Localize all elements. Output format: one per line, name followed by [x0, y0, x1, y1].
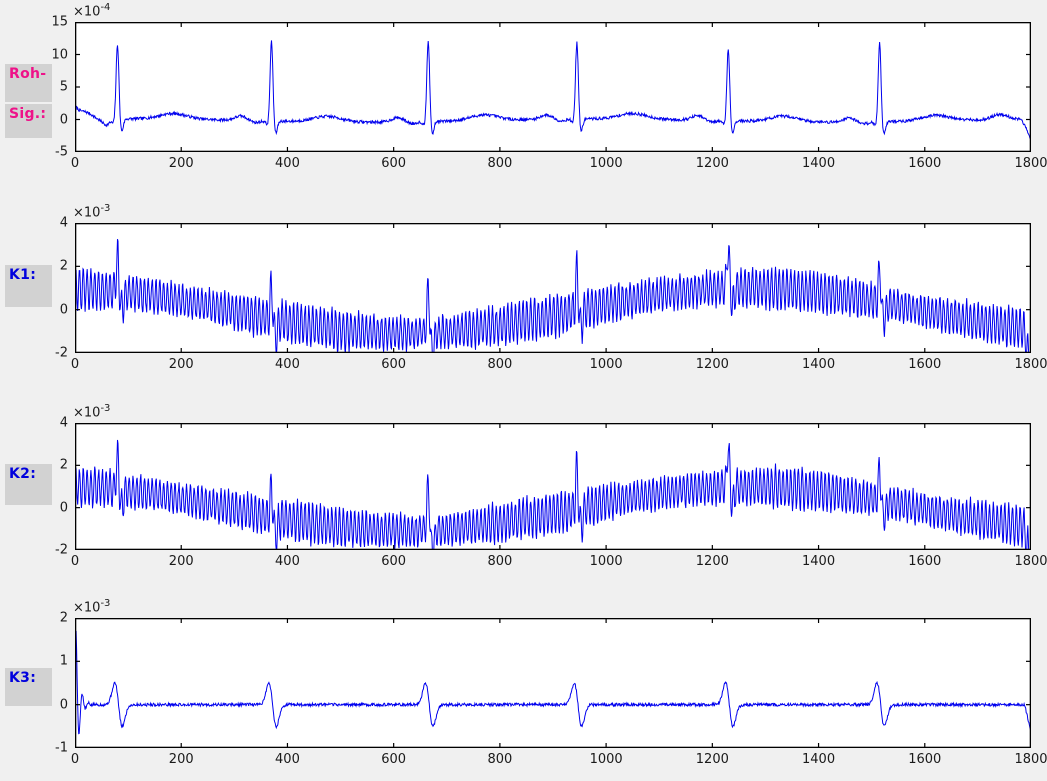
x-tick-label: 1000 — [589, 357, 623, 372]
y-tick-label: 0 — [59, 112, 68, 127]
x-tick-label: 0 — [70, 752, 80, 767]
plot-area-k1 — [75, 223, 1031, 353]
x-tick-label: 1600 — [908, 156, 942, 171]
label-k1: K1: — [5, 265, 52, 307]
x-tick-label: 1200 — [695, 554, 729, 569]
y-axis-exponent-label: ×10-3 — [73, 598, 111, 616]
x-tick-label: 1400 — [802, 156, 836, 171]
subplot-k2: 0 200 400 600 800 1000 1200 1400 1600 1800 4 2 0 -2 ×1… — [55, 403, 1047, 569]
plot-area-roh_signal — [75, 22, 1031, 152]
subplot-k1: 0 200 400 600 800 1000 1200 1400 1600 1800 4 2 0 -2 ×1… — [55, 203, 1047, 372]
plot-area-k2 — [75, 423, 1031, 550]
x-tick-label: 1600 — [908, 554, 942, 569]
x-tick-label: 800 — [487, 752, 513, 767]
y-tick-label: 0 — [59, 697, 68, 713]
axis-box-roh_signal — [75, 22, 1031, 152]
x-tick-label: 200 — [168, 156, 194, 171]
subplot-roh-signal: 0 200 400 600 800 1000 1200 1400 1600 1800 15 10 5 0-… — [51, 2, 1047, 171]
x-tick-label: 400 — [275, 156, 300, 171]
y-tick-label: 0 — [59, 302, 68, 318]
x-tick-label: 200 — [168, 357, 194, 372]
y-tick-label: 10 — [51, 47, 68, 62]
x-tick-label: 1800 — [1014, 357, 1047, 372]
y-tick-label: 15 — [51, 14, 68, 30]
x-tick-label: 800 — [487, 554, 513, 569]
y-tick-label: 2 — [59, 457, 68, 473]
y-tick-label: -2 — [55, 345, 68, 361]
label-sig: Sig.: — [5, 104, 52, 138]
x-tick-label: 1200 — [695, 752, 729, 767]
x-tick-label: 600 — [381, 357, 407, 372]
y-tick-label: 5 — [59, 79, 68, 95]
x-tick-label: 1400 — [802, 554, 836, 569]
signal-trace-roh_signal — [75, 40, 1031, 141]
x-tick-label: 1400 — [802, 752, 836, 767]
x-tick-label: 400 — [275, 554, 300, 569]
x-tick-label: 1800 — [1014, 156, 1047, 171]
label-k2: K2: — [5, 464, 52, 505]
x-tick-label: 600 — [381, 752, 407, 767]
x-tick-label: 1400 — [802, 357, 836, 372]
y-tick-label: -2 — [55, 542, 68, 558]
x-tick-label: 600 — [381, 156, 407, 171]
axis-box-k1 — [75, 223, 1031, 353]
label-roh: Roh- — [5, 64, 52, 102]
x-tick-label: 0 — [70, 156, 80, 171]
x-tick-label: 1800 — [1014, 752, 1047, 767]
label-k3: K3: — [5, 668, 52, 706]
x-tick-label: 1000 — [589, 554, 623, 569]
x-tick-label: 400 — [275, 357, 300, 372]
x-tick-label: 800 — [487, 156, 513, 171]
plot-area-k3 — [75, 618, 1031, 748]
y-tick-label: 4 — [59, 415, 68, 431]
subplot-k3: 0 200 400 600 800 1000 1200 1400 1600 1800 2 1 0 -1 ×1… — [55, 598, 1047, 767]
signal-trace-k3 — [75, 630, 1031, 735]
x-tick-label: 0 — [70, 357, 80, 372]
x-tick-label: 1800 — [1014, 554, 1047, 569]
x-tick-label: 800 — [487, 357, 513, 372]
y-tick-label: -5 — [55, 144, 68, 160]
y-tick-label: 2 — [59, 610, 68, 626]
axis-box-k3 — [75, 618, 1031, 748]
signal-trace-k2 — [75, 439, 1030, 550]
y-tick-label: 4 — [59, 215, 68, 231]
x-tick-label: 1000 — [589, 156, 623, 171]
x-tick-label: 200 — [168, 752, 194, 767]
signal-trace-k1 — [75, 238, 1030, 353]
y-axis-exponent-label: ×10-3 — [73, 203, 111, 221]
x-tick-label: 400 — [275, 752, 300, 767]
x-tick-label: 0 — [70, 554, 80, 569]
y-tick-label: -1 — [55, 740, 68, 756]
x-tick-label: 200 — [168, 554, 194, 569]
y-tick-label: 2 — [59, 258, 68, 274]
x-tick-label: 1000 — [589, 752, 623, 767]
y-tick-label: 1 — [59, 653, 68, 669]
axis-box-k2 — [75, 423, 1031, 550]
x-tick-label: 1600 — [908, 752, 942, 767]
x-tick-label: 1200 — [695, 156, 729, 171]
x-tick-label: 600 — [381, 554, 407, 569]
x-tick-label: 1200 — [695, 357, 729, 372]
y-axis-exponent-label: ×10-3 — [73, 403, 111, 421]
y-axis-exponent-label: ×10-4 — [73, 2, 111, 20]
x-tick-label: 1600 — [908, 357, 942, 372]
y-tick-label: 0 — [59, 500, 68, 516]
